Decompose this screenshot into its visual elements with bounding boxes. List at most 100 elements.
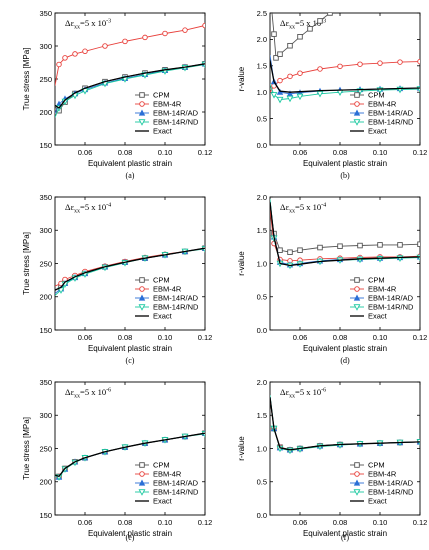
legend-label: EBM-14R/AD	[153, 109, 199, 118]
legend-marker	[139, 462, 145, 468]
x-axis-label: Equivalent plastic strain	[88, 159, 172, 168]
data-point-cpm	[271, 31, 277, 37]
legend-marker	[138, 119, 146, 126]
legend-label: CPM	[368, 461, 385, 470]
series-line-exact	[55, 247, 205, 291]
x-tick-label: 0.06	[293, 333, 308, 342]
series-group	[55, 244, 205, 296]
panel-label: (f)	[341, 533, 349, 542]
legend-marker	[354, 471, 360, 477]
data-point-ebm-4r	[62, 55, 68, 61]
y-tick-label: 1.0	[257, 259, 267, 268]
legend-marker	[354, 101, 360, 107]
legend-label: Exact	[153, 312, 173, 321]
data-point-ebm-14r-nd	[286, 95, 294, 103]
x-tick-label: 0.06	[78, 333, 93, 342]
y-axis-label: True stress [MPa]	[22, 48, 31, 111]
panel-label: (c)	[126, 356, 135, 365]
data-point-cpm	[317, 18, 323, 24]
y-tick-label: 350	[39, 193, 52, 202]
legend-marker	[139, 286, 145, 292]
y-tick-label: 250	[39, 444, 52, 453]
y-tick-label: 1.0	[257, 444, 267, 453]
x-tick-label: 0.06	[293, 148, 308, 157]
data-point-ebm-4r	[82, 48, 88, 55]
y-tick-label: 2.5	[257, 9, 267, 18]
data-point-ebm-4r	[377, 60, 383, 66]
x-tick-label: 0.10	[158, 518, 173, 527]
data-point-cpm	[417, 241, 420, 247]
legend-marker	[353, 119, 361, 126]
y-tick-label: 300	[39, 411, 52, 420]
y-axis-label: True stress [MPa]	[22, 232, 31, 295]
y-tick-label: 0.0	[257, 141, 267, 150]
strain-increment-annotation: Δεxx=5 x 10-4	[65, 202, 111, 215]
strain-increment-annotation: Δεxx=5 x 10-6	[280, 387, 326, 400]
legend-marker	[139, 277, 145, 283]
data-point-cpm	[297, 34, 303, 40]
legend-label: EBM-14R/ND	[368, 488, 414, 497]
x-axis-label: Equivalent plastic strain	[88, 344, 172, 353]
x-tick-label: 0.10	[373, 333, 388, 342]
data-point-ebm-14r-ad	[276, 88, 284, 95]
data-point-ebm-14r-nd	[276, 96, 284, 104]
legend-marker	[354, 462, 360, 468]
panel-label: (e)	[126, 533, 135, 542]
y-tick-label: 2.0	[257, 35, 267, 44]
panel-label: (d)	[340, 356, 350, 365]
x-tick-label: 0.06	[293, 518, 308, 527]
x-tick-label: 0.12	[413, 518, 428, 527]
y-tick-label: 300	[39, 42, 52, 51]
x-tick-label: 0.12	[413, 148, 428, 157]
legend-label: EBM-14R/AD	[153, 294, 199, 303]
legend-label: CPM	[153, 276, 170, 285]
strain-increment-annotation: Δεxx=5 x 10-3	[280, 18, 326, 31]
y-tick-label: 1.5	[257, 62, 267, 71]
legend-label: EBM-14R/ND	[368, 303, 414, 312]
strain-increment-annotation: Δεxx=5 x 10-3	[65, 18, 111, 31]
plot-frame	[269, 196, 421, 331]
chart-panel-d: 0.0 0.5 1.0 1.5 2.0 0.06 0.08 0.10 0.12 Equivalen…	[237, 193, 427, 365]
panel-label: (b)	[340, 171, 350, 180]
chart-panel-e: 150 200 250 300 350 0.06 0.08 0.10 0.12 Equivalen…	[22, 378, 212, 542]
legend-label: EBM-14R/AD	[368, 109, 414, 118]
series-group	[55, 429, 205, 481]
legend-marker	[139, 92, 145, 98]
x-tick-label: 0.08	[333, 333, 348, 342]
x-tick-label: 0.12	[198, 518, 213, 527]
data-point-ebm-4r	[417, 58, 420, 65]
legend-marker	[138, 304, 146, 311]
legend-label: EBM-4R	[153, 470, 182, 479]
series-group	[270, 198, 420, 270]
data-point-ebm-14r-nd	[296, 93, 304, 101]
legend-marker	[354, 277, 360, 283]
y-axis-label: r-value	[237, 436, 246, 461]
y-tick-label: 200	[39, 108, 52, 117]
chart-panel-f: 0.0 0.5 1.0 1.5 2.0 0.06 0.08 0.10 0.12 Equivalen…	[237, 378, 427, 542]
y-tick-label: 350	[39, 9, 52, 18]
legend-label: CPM	[368, 276, 385, 285]
data-point-ebm-4r	[162, 30, 168, 37]
legend-label: CPM	[153, 91, 170, 100]
y-tick-label: 0.5	[257, 293, 267, 302]
series-line-exact	[270, 397, 420, 451]
legend-label: EBM-14R/AD	[368, 294, 414, 303]
legend-label: Exact	[368, 127, 388, 136]
data-point-cpm	[327, 13, 333, 16]
y-tick-label: 150	[39, 511, 52, 520]
y-tick-label: 300	[39, 226, 52, 235]
chart-panel-a: 150 200 250 300 350 0.06 0.08 0.10 0.12 Equivalen…	[22, 9, 212, 180]
legend-label: Exact	[368, 497, 388, 506]
x-tick-label: 0.08	[118, 148, 133, 157]
x-tick-label: 0.08	[118, 333, 133, 342]
y-tick-label: 2.0	[257, 193, 267, 202]
legend-label: EBM-4R	[153, 100, 182, 109]
data-point-cpm	[397, 242, 403, 248]
series-group	[270, 13, 420, 104]
legend-marker	[139, 101, 145, 107]
x-axis-label: Equivalent plastic strain	[303, 159, 387, 168]
